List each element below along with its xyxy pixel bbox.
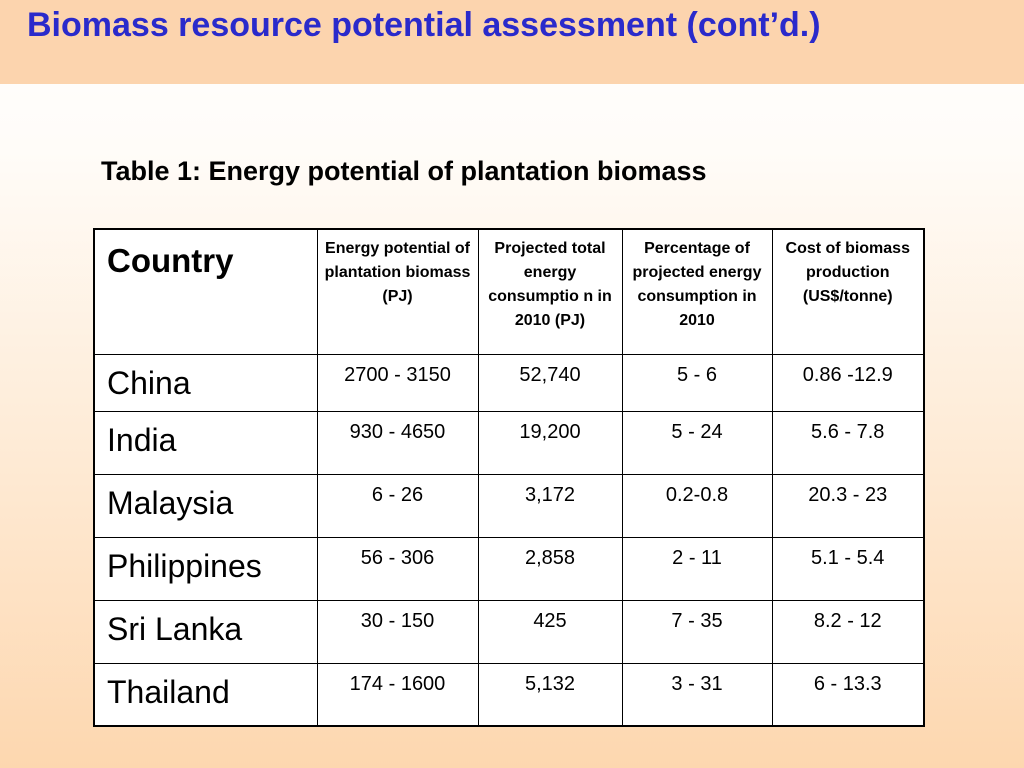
cell-percentage: 5 - 6 xyxy=(621,353,773,412)
title-band: Biomass resource potential assessment (c… xyxy=(0,0,1024,84)
cell-cost: 5.1 - 5.4 xyxy=(771,536,925,601)
cell-country: China xyxy=(93,353,318,412)
cell-percentage: 7 - 35 xyxy=(621,599,773,664)
cell-projected-consumption: 425 xyxy=(477,599,623,664)
cell-cost: 20.3 - 23 xyxy=(771,473,925,538)
column-header-cost: Cost of biomass production (US$/tonne) xyxy=(771,228,925,355)
cell-percentage: 0.2-0.8 xyxy=(621,473,773,538)
cell-country: Sri Lanka xyxy=(93,599,318,664)
column-header-percentage: Percentage of projected energy consumpti… xyxy=(621,228,773,355)
cell-projected-consumption: 2,858 xyxy=(477,536,623,601)
cell-cost: 5.6 - 7.8 xyxy=(771,410,925,475)
biomass-energy-table: Country Energy potential of plantation b… xyxy=(93,228,925,727)
table-header-row: Country Energy potential of plantation b… xyxy=(93,228,925,355)
cell-percentage: 3 - 31 xyxy=(621,662,773,727)
cell-energy-potential: 174 - 1600 xyxy=(316,662,479,727)
cell-projected-consumption: 52,740 xyxy=(477,353,623,412)
cell-cost: 6 - 13.3 xyxy=(771,662,925,727)
table-row: Sri Lanka 30 - 150 425 7 - 35 8.2 - 12 xyxy=(93,599,925,664)
cell-country: India xyxy=(93,410,318,475)
cell-country: Thailand xyxy=(93,662,318,727)
cell-projected-consumption: 19,200 xyxy=(477,410,623,475)
cell-energy-potential: 56 - 306 xyxy=(316,536,479,601)
cell-energy-potential: 6 - 26 xyxy=(316,473,479,538)
column-header-country: Country xyxy=(93,228,318,355)
cell-energy-potential: 2700 - 3150 xyxy=(316,353,479,412)
table-row: Malaysia 6 - 26 3,172 0.2-0.8 20.3 - 23 xyxy=(93,473,925,538)
table-row: Thailand 174 - 1600 5,132 3 - 31 6 - 13.… xyxy=(93,662,925,727)
slide-title: Biomass resource potential assessment (c… xyxy=(27,6,821,44)
cell-percentage: 2 - 11 xyxy=(621,536,773,601)
column-header-projected-consumption: Projected total energy consumptio n in 2… xyxy=(477,228,623,355)
cell-cost: 8.2 - 12 xyxy=(771,599,925,664)
table-caption: Table 1: Energy potential of plantation … xyxy=(101,156,707,186)
cell-energy-potential: 930 - 4650 xyxy=(316,410,479,475)
table-row: India 930 - 4650 19,200 5 - 24 5.6 - 7.8 xyxy=(93,410,925,475)
table-row: China 2700 - 3150 52,740 5 - 6 0.86 -12.… xyxy=(93,353,925,412)
cell-projected-consumption: 3,172 xyxy=(477,473,623,538)
cell-projected-consumption: 5,132 xyxy=(477,662,623,727)
cell-country: Malaysia xyxy=(93,473,318,538)
column-header-energy-potential: Energy potential of plantation biomass (… xyxy=(316,228,479,355)
cell-country: Philippines xyxy=(93,536,318,601)
cell-cost: 0.86 -12.9 xyxy=(771,353,925,412)
cell-energy-potential: 30 - 150 xyxy=(316,599,479,664)
cell-percentage: 5 - 24 xyxy=(621,410,773,475)
table-row: Philippines 56 - 306 2,858 2 - 11 5.1 - … xyxy=(93,536,925,601)
